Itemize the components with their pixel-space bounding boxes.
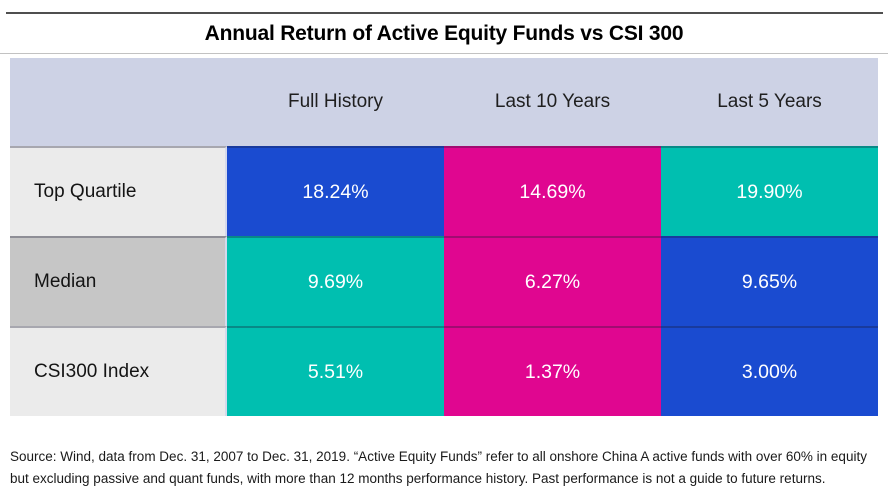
table-header-row: Full History Last 10 Years Last 5 Years [10, 58, 878, 146]
value-median-last-10-years: 6.27% [444, 236, 661, 326]
source-note-line-2: but excluding passive and quant funds, w… [10, 471, 826, 486]
row-label-top-quartile: Top Quartile [10, 146, 227, 236]
top-divider [6, 12, 883, 14]
source-note: Source: Wind, data from Dec. 31, 2007 to… [10, 446, 878, 490]
corner-cell [10, 58, 227, 146]
table-row-csi300-index: CSI300 Index 5.51% 1.37% 3.00% [10, 326, 878, 416]
value-csi300-last-10-years: 1.37% [444, 326, 661, 416]
table-row-median: Median 9.69% 6.27% 9.65% [10, 236, 878, 326]
row-label-csi300-index: CSI300 Index [10, 326, 227, 416]
column-header-last-10-years: Last 10 Years [444, 58, 661, 146]
value-top-quartile-last-5-years: 19.90% [661, 146, 878, 236]
value-median-last-5-years: 9.65% [661, 236, 878, 326]
column-header-last-5-years: Last 5 Years [661, 58, 878, 146]
column-header-full-history: Full History [227, 58, 444, 146]
value-top-quartile-full-history: 18.24% [227, 146, 444, 236]
value-median-full-history: 9.69% [227, 236, 444, 326]
source-note-line-1: Source: Wind, data from Dec. 31, 2007 to… [10, 449, 867, 464]
value-top-quartile-last-10-years: 14.69% [444, 146, 661, 236]
value-csi300-full-history: 5.51% [227, 326, 444, 416]
row-label-median: Median [10, 236, 227, 326]
figure-title: Annual Return of Active Equity Funds vs … [204, 22, 684, 45]
returns-table: Full History Last 10 Years Last 5 Years … [10, 58, 878, 416]
value-csi300-last-5-years: 3.00% [661, 326, 878, 416]
title-divider [0, 53, 888, 54]
table-row-top-quartile: Top Quartile 18.24% 14.69% 19.90% [10, 146, 878, 236]
